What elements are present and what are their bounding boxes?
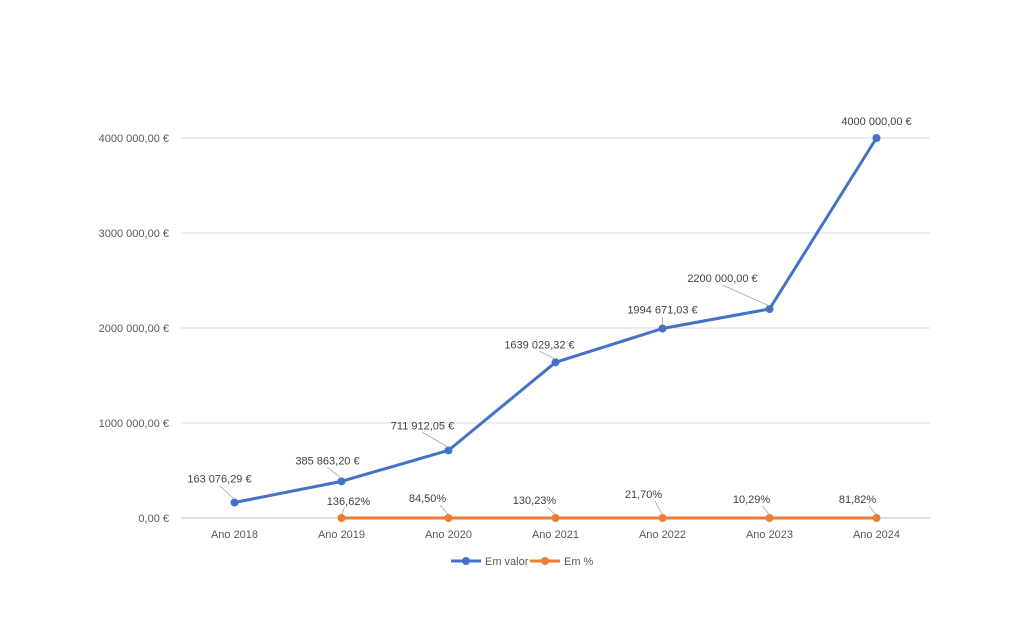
y-tick-label: 2000 000,00 €: [99, 323, 169, 335]
y-tick-label: 1000 000,00 €: [99, 418, 169, 430]
data-label-em-percent: 136,62%: [327, 496, 371, 508]
data-label-leader: [869, 506, 877, 515]
data-label-leader: [762, 506, 769, 515]
series-point-em-valor: [338, 477, 346, 485]
data-label-leader: [723, 285, 770, 306]
data-label-leader: [342, 508, 345, 515]
data-label-em-percent: 21,70%: [625, 489, 663, 501]
series-point-em-valor: [659, 325, 667, 333]
data-label-leader: [220, 486, 235, 500]
data-label-em-percent: 81,82%: [839, 494, 877, 506]
data-label-leader: [540, 351, 556, 359]
series-point-em-percent: [766, 514, 774, 522]
data-label-leader: [547, 507, 555, 515]
series-point-em-valor: [231, 499, 239, 507]
y-tick-label: 4000 000,00 €: [99, 133, 169, 145]
x-tick-label: Ano 2022: [639, 529, 686, 541]
x-tick-label: Ano 2019: [318, 529, 365, 541]
series-line-em-valor: [235, 138, 877, 503]
data-label-em-valor: 385 863,20 €: [295, 455, 359, 467]
series-point-em-valor: [445, 446, 453, 454]
data-label-leader: [655, 501, 663, 515]
data-label-leader: [440, 505, 448, 515]
legend-label-em-valor: Em valor: [485, 556, 529, 568]
data-label-em-valor: 4000 000,00 €: [841, 116, 911, 128]
x-tick-label: Ano 2020: [425, 529, 472, 541]
data-label-em-valor: 1639 029,32 €: [504, 339, 574, 351]
y-tick-label: 0,00 €: [138, 513, 169, 525]
data-label-em-valor: 711 912,05 €: [391, 420, 454, 432]
data-label-em-valor: 163 076,29 €: [187, 474, 251, 486]
x-tick-label: Ano 2023: [746, 529, 793, 541]
x-tick-label: Ano 2021: [532, 529, 579, 541]
y-tick-label: 3000 000,00 €: [99, 228, 169, 240]
series-point-em-percent: [873, 514, 881, 522]
series-point-em-percent: [552, 514, 560, 522]
x-tick-label: Ano 2018: [211, 529, 258, 541]
series-point-em-percent: [338, 514, 346, 522]
data-label-leader: [423, 432, 449, 447]
data-label-em-percent: 10,29%: [733, 494, 771, 506]
series-point-em-valor: [552, 358, 560, 366]
series-point-em-valor: [873, 134, 881, 142]
data-label-em-percent: 84,50%: [409, 493, 447, 505]
legend-marker-em-valor: [462, 557, 470, 565]
legend-label-em-percent: Em %: [564, 556, 594, 568]
series-point-em-percent: [659, 514, 667, 522]
data-label-em-valor: 2200 000,00 €: [687, 273, 757, 285]
data-label-leader: [328, 467, 342, 478]
data-label-em-percent: 130,23%: [513, 495, 557, 507]
series-point-em-valor: [766, 305, 774, 313]
series-point-em-percent: [445, 514, 453, 522]
data-label-em-valor: 1994 671,03 €: [627, 305, 697, 317]
x-tick-label: Ano 2024: [853, 529, 900, 541]
legend-marker-em-percent: [541, 557, 549, 565]
